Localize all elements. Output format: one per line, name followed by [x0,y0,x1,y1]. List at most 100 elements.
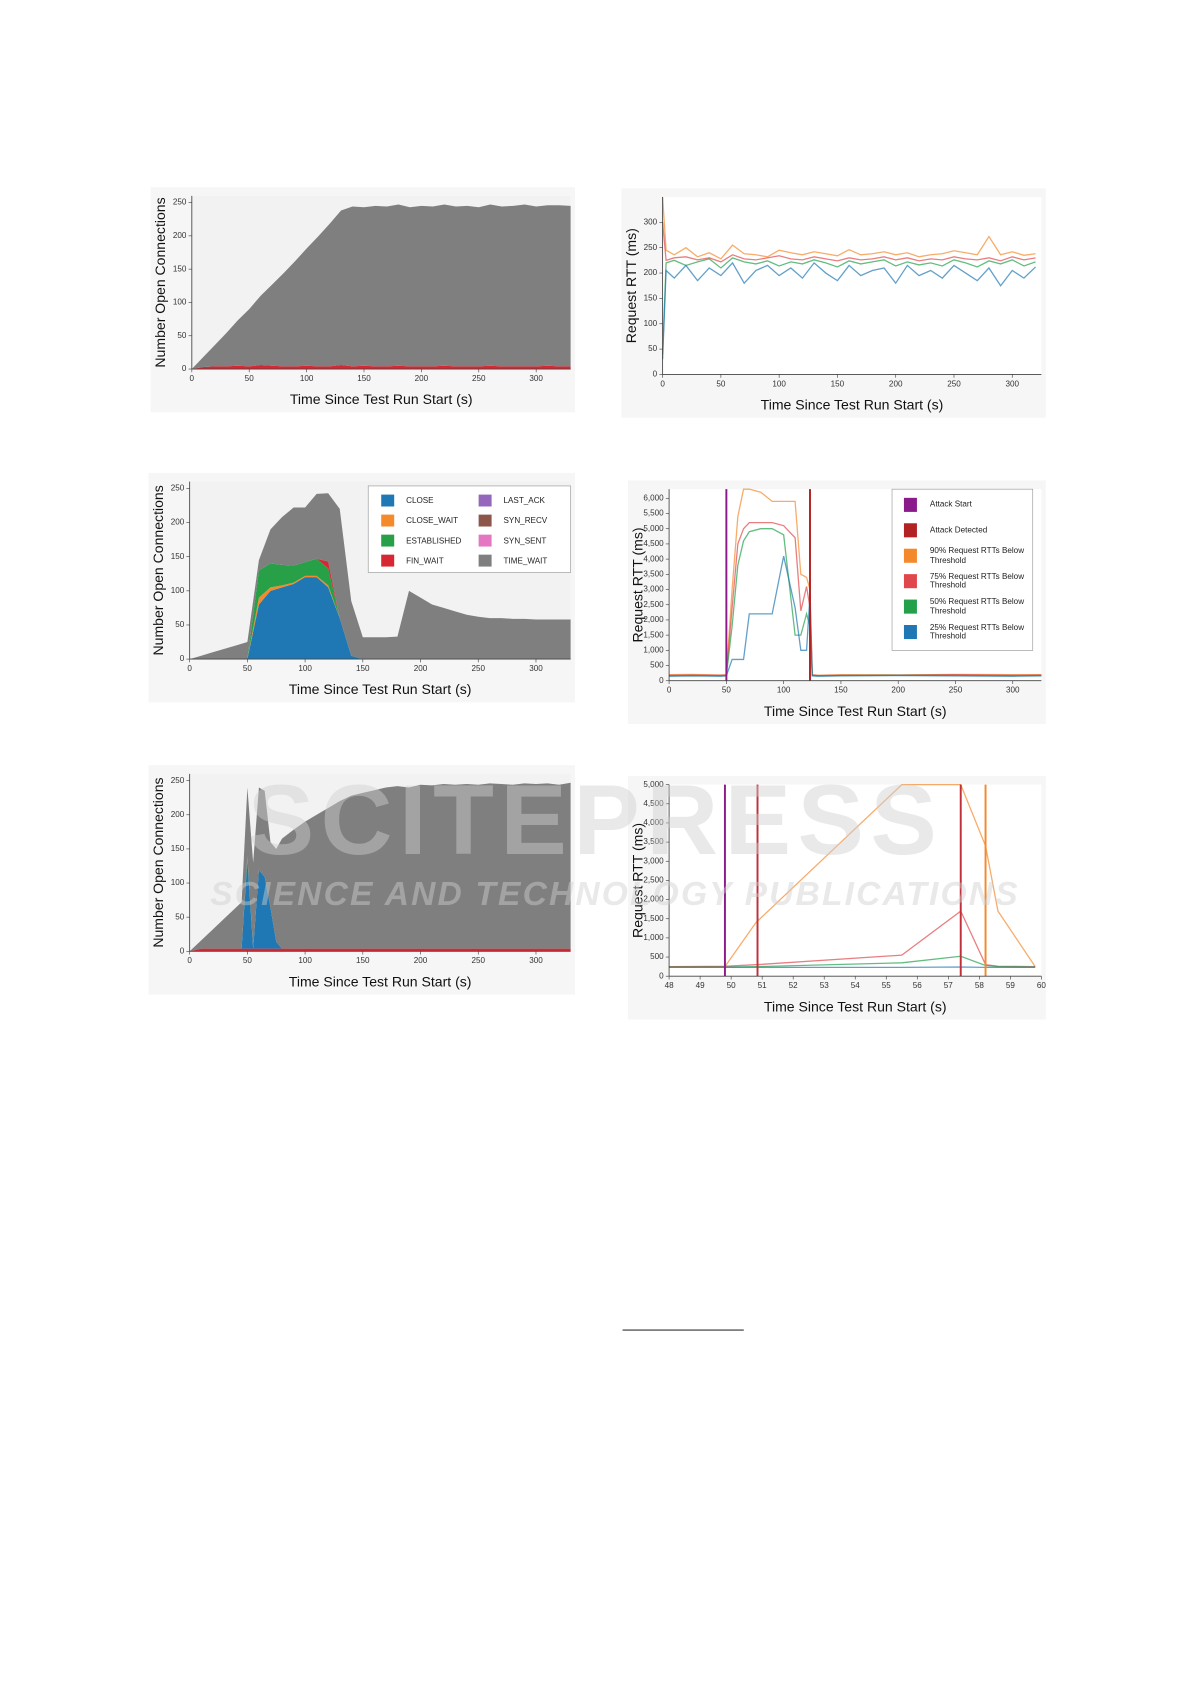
chart: 0 50 100 150 200 250 0 50 100 150 200 250 300 Time Si… [150,187,575,413]
x-tick-label: 200 [891,686,905,695]
legend-swatch [381,534,395,547]
x-tick-label: 49 [696,981,706,990]
y-tick-label: 2,500 [643,876,664,885]
legend-swatch [903,548,917,563]
plot-area [662,196,1042,375]
x-tick-label: 57 [944,981,954,990]
legend-label: 25% Request RTTs Below Threshold [929,622,1025,641]
y-tick-label: 5,000 [643,524,664,533]
x-tick-label: 0 [667,686,672,695]
chart: 0 500 1,000 1,500 2,000 2,500 3,000 3,500 4,000 4… [627,775,1047,1020]
legend-label: 75% Request RTTs Below Threshold [929,571,1025,590]
x-axis-label: Time Since Test Run Start (s) [289,973,472,989]
legend-label-box: 90% Request RTTs Below Threshold [929,546,1025,565]
y-axis-label: Number Open Connections [150,777,166,947]
y-tick-label: 150 [173,264,187,273]
x-tick-label: 100 [298,956,312,965]
x-axis-label: Time Since Test Run Start (s) [764,998,947,1014]
y-tick-label: 2,500 [643,600,664,609]
x-tick-label: 200 [889,379,903,388]
y-tick-label: 50 [175,620,185,629]
x-tick-label: 100 [300,374,314,383]
legend-swatch [478,554,492,567]
x-tick-label: 56 [913,981,923,990]
legend-label: SYN_SENT [504,536,547,545]
x-tick-label: 250 [472,374,486,383]
y-tick-label: 0 [180,946,185,955]
x-tick-label: 250 [471,664,485,673]
x-tick-label: 0 [660,379,665,388]
legend-swatch [903,497,917,512]
x-tick-label: 150 [357,374,371,383]
y-tick-label: 250 [644,243,658,252]
y-tick-label: 0 [659,971,664,980]
y-tick-label: 4,500 [643,799,664,808]
y-tick-label: 0 [180,654,185,663]
x-tick-label: 52 [789,981,799,990]
legend-swatch [478,534,492,547]
chart: 0 50 100 150 200 250 300 0 50 100 150 200 250 300 Time… [621,188,1046,418]
legend-label: Attack Detected [929,524,988,535]
x-tick-label: 60 [1037,981,1047,990]
x-tick-label: 300 [529,374,543,383]
y-tick-label: 500 [650,952,664,961]
x-tick-label: 300 [1005,379,1019,388]
x-tick-label: 51 [758,981,768,990]
y-axis-label: Request RTT (ms) [630,527,646,642]
x-tick-label: 300 [529,956,543,965]
y-tick-label: 150 [644,294,658,303]
y-tick-label: 250 [173,198,187,207]
x-tick-label: 300 [1006,686,1020,695]
y-tick-label: 3,000 [643,585,664,594]
legend-label-box: Attack Start [930,499,972,508]
watermark-title: SCITEPRESS [248,765,944,876]
x-tick-label: 54 [851,981,861,990]
x-tick-label: 0 [187,664,192,673]
x-tick-label: 0 [190,374,195,383]
y-tick-label: 200 [173,231,187,240]
x-tick-label: 250 [949,686,963,695]
x-tick-label: 300 [529,664,543,673]
x-tick-label: 50 [722,686,732,695]
y-tick-label: 200 [171,810,185,819]
x-tick-label: 50 [716,379,726,388]
x-tick-label: 150 [356,664,370,673]
y-tick-label: 50 [175,912,185,921]
legend-swatch [381,514,395,527]
x-axis-label: Time Since Test Run Start (s) [761,397,944,413]
y-axis-label: Request RTT (ms) [623,228,639,343]
plot-area [669,784,1042,977]
chart: 0 50 100 150 200 250 0 50 100 150 200 250 300 Time Si… [148,472,575,703]
y-tick-label: 250 [171,776,185,785]
y-tick-label: 6,000 [643,493,664,502]
x-tick-label: 55 [882,981,892,990]
x-tick-label: 100 [772,379,786,388]
legend-label-box: 50% Request RTTs Below Threshold [930,597,1024,615]
y-axis-label: Number Open Connections [152,197,168,367]
legend-label: 90% Request RTTs Below Threshold [929,546,1025,565]
y-tick-label: 100 [171,878,185,887]
area [189,782,571,952]
legend-label: CLOSE_WAIT [406,516,458,525]
legend-label: SYN_RECV [504,516,548,525]
y-tick-label: 100 [644,319,658,328]
line [669,783,1036,968]
y-tick-label: 5,500 [643,509,664,518]
line [661,196,1036,260]
x-tick-label: 150 [831,379,845,388]
area [189,493,571,660]
y-tick-label: 1,500 [643,914,664,923]
line [669,555,1042,677]
legend-swatch [478,494,492,507]
y-tick-label: 3,500 [643,569,664,578]
x-tick-label: 0 [187,956,192,965]
legend [891,488,1034,651]
x-tick-label: 100 [777,686,791,695]
y-tick-label: 1,000 [643,933,664,942]
x-tick-label: 59 [1006,981,1016,990]
y-tick-label: 0 [659,676,664,685]
y-tick-label: 500 [650,661,664,670]
y-tick-label: 4,000 [643,554,664,563]
y-tick-label: 200 [171,518,185,527]
